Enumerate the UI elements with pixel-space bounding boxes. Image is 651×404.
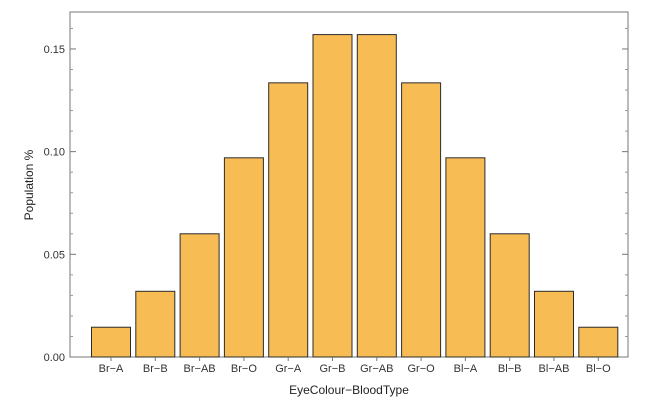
bar (223, 157, 264, 358)
bar (312, 34, 353, 358)
y-tick-label: 0.00 (44, 352, 65, 364)
bar (445, 157, 486, 358)
bar (578, 326, 619, 358)
bars (91, 34, 619, 358)
bar (401, 82, 442, 358)
x-tick-label: Gr−O (407, 363, 435, 375)
x-axis-label: EyeColour−BloodType (289, 383, 409, 397)
x-tick-label: Gr−A (275, 363, 302, 375)
bar (489, 233, 530, 358)
x-tick-label: Gr−AB (360, 363, 393, 375)
bar (179, 233, 220, 358)
x-tick-label: Bl−A (454, 363, 478, 375)
bar (91, 326, 131, 358)
x-axis: Br−A Br−B Br−AB Br−O Gr−A Gr−B Gr−AB Gr−O Bl−A Bl… (99, 357, 611, 375)
x-tick-label: Bl−O (586, 363, 611, 375)
x-tick-label: Gr−B (320, 363, 346, 375)
y-axis: 0.00 0.05 0.10 0.15 (44, 27, 628, 364)
x-tick-label: Br−AB (184, 363, 216, 375)
x-tick-label: Br−B (143, 363, 168, 375)
bar (356, 34, 397, 358)
x-tick-label: Bl−B (498, 363, 522, 375)
x-tick-label: Bl−AB (539, 363, 570, 375)
y-axis-label: Population % (22, 149, 36, 220)
y-tick-label: 0.15 (44, 44, 65, 56)
bar (534, 290, 574, 358)
y-tick-label: 0.05 (44, 249, 65, 261)
bar (268, 82, 309, 358)
bar (135, 290, 176, 358)
x-tick-label: Br−A (99, 363, 124, 375)
y-tick-label: 0.10 (44, 147, 65, 159)
x-tick-label: Br−O (231, 363, 257, 375)
